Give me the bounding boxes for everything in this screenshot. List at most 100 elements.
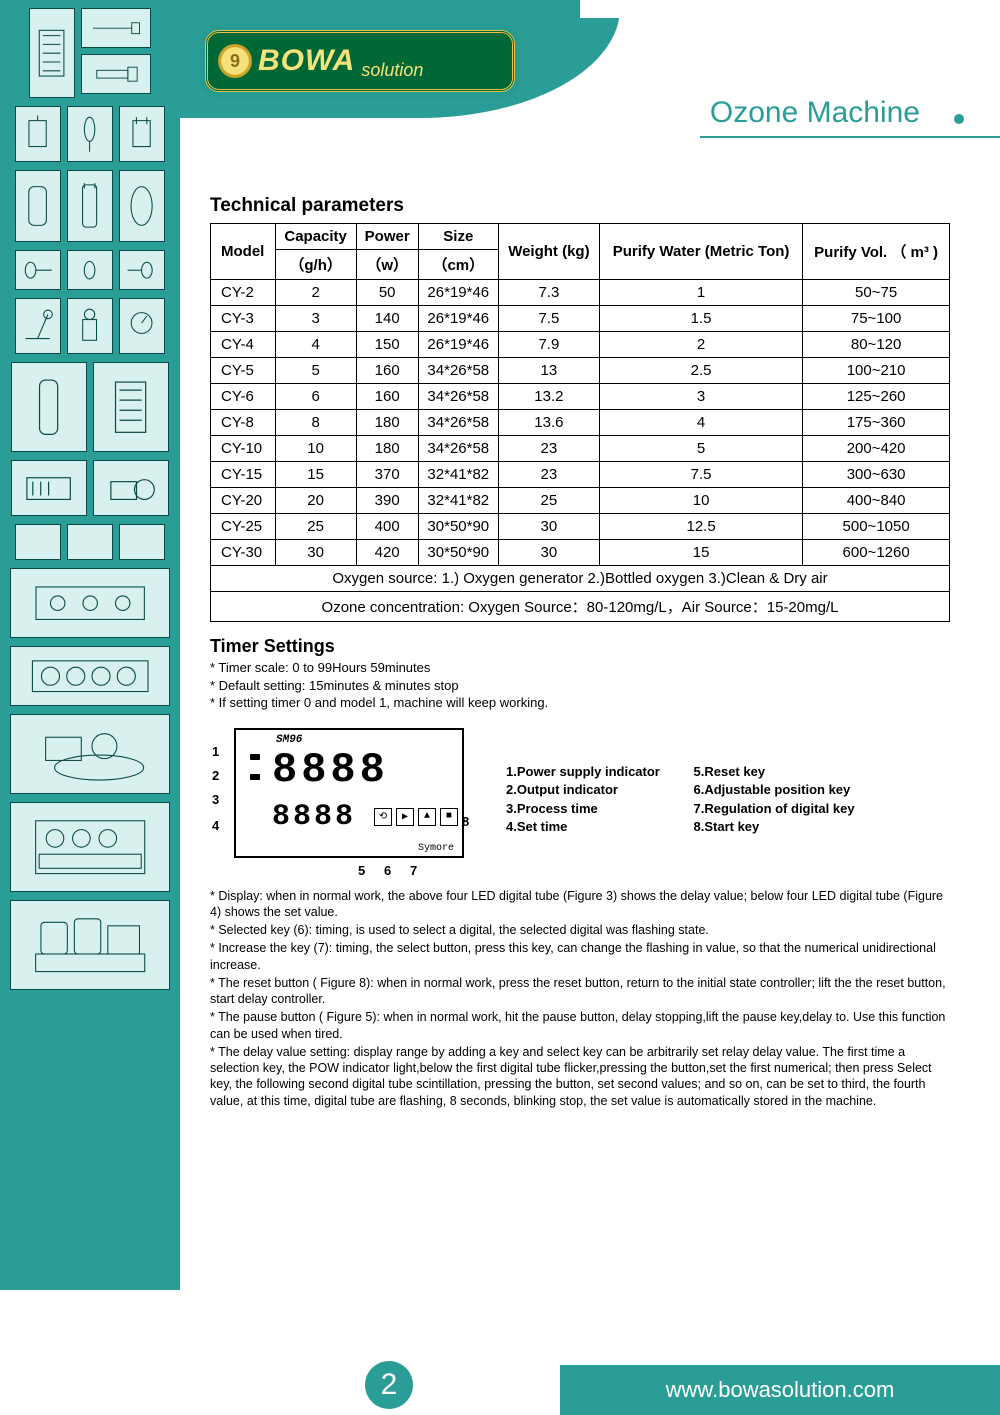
brand-logo: 9 BOWA solution <box>205 30 515 92</box>
cell: 1.5 <box>599 306 802 332</box>
thumb-rack-unit <box>10 802 170 892</box>
regulation-button-icon: ▲ <box>418 808 436 826</box>
cell: 10 <box>599 488 802 514</box>
timer-lcd-figure: 1 2 3 4 5 6 7 8 SM96 8888 8888 ⟲ ▶ ▲ <box>210 722 476 878</box>
cell: 75~100 <box>803 306 950 332</box>
sidebar-thumbnails <box>0 0 180 1290</box>
legend-item: 8.Start key <box>694 818 855 836</box>
cell: 13 <box>498 358 599 384</box>
legend-item: 5.Reset key <box>694 763 855 781</box>
cell: 30 <box>498 540 599 566</box>
timer-heading: Timer Settings <box>210 636 950 657</box>
title-dot-icon <box>954 114 964 124</box>
cell: 400 <box>356 514 418 540</box>
cell: 3 <box>275 306 356 332</box>
cell: 2.5 <box>599 358 802 384</box>
thumb-gauge <box>119 298 165 354</box>
title-underline <box>700 136 1000 138</box>
thumb-skid-unit <box>10 900 170 990</box>
table-row: CY-6616034*26*5813.23125~260 <box>211 384 950 410</box>
thumb-receiver <box>11 362 87 452</box>
lcd-process-time: 8888 <box>272 746 389 794</box>
legend-item: 6.Adjustable position key <box>694 781 855 799</box>
cell: 2 <box>599 332 802 358</box>
ozone-concentration-note: Ozone concentration: Oxygen Source：80-12… <box>211 592 950 622</box>
tech-params-heading: Technical parameters <box>210 195 950 217</box>
cell: 26*19*46 <box>418 280 498 306</box>
timer-bullet: * Timer scale: 0 to 99Hours 59minutes <box>210 659 950 677</box>
thumb-coupling-3 <box>119 250 165 290</box>
cell: 7.5 <box>498 306 599 332</box>
timer-note: * Selected key (6): timing, is used to s… <box>210 922 950 938</box>
cell: CY-15 <box>211 462 276 488</box>
table-row: CY-8818034*26*5813.64175~360 <box>211 410 950 436</box>
thumb-valve-1 <box>15 106 61 162</box>
cell: 50 <box>356 280 418 306</box>
timer-note: * The pause button ( Figure 5): when in … <box>210 1009 950 1042</box>
cell: 160 <box>356 384 418 410</box>
thumb-schematic-1 <box>15 524 61 560</box>
table-row: CY-252540030*50*903012.5500~1050 <box>211 514 950 540</box>
timer-bullet: * If setting timer 0 and model 1, machin… <box>210 694 950 712</box>
cell: 4 <box>275 332 356 358</box>
cell: 23 <box>498 462 599 488</box>
cell: CY-4 <box>211 332 276 358</box>
footer-url: www.bowasolution.com <box>560 1365 1000 1415</box>
cell: 500~1050 <box>803 514 950 540</box>
cell: 175~360 <box>803 410 950 436</box>
cell: 10 <box>275 436 356 462</box>
cell: 25 <box>275 514 356 540</box>
cell: 20 <box>275 488 356 514</box>
timer-note: * Display: when in normal work, the abov… <box>210 888 950 921</box>
cell: 6 <box>275 384 356 410</box>
thumb-unit-iso <box>11 460 87 516</box>
cell: 390 <box>356 488 418 514</box>
cell: 30 <box>498 514 599 540</box>
cell: CY-25 <box>211 514 276 540</box>
thumb-schematic-2 <box>67 524 113 560</box>
cell: 13.6 <box>498 410 599 436</box>
page-title: Ozone Machine <box>710 96 950 130</box>
cell: 300~630 <box>803 462 950 488</box>
cell: 200~420 <box>803 436 950 462</box>
col-model: Model <box>211 224 276 280</box>
legend-item: 2.Output indicator <box>506 781 660 799</box>
table-row: CY-151537032*41*82237.5300~630 <box>211 462 950 488</box>
cell: 26*19*46 <box>418 332 498 358</box>
cell: 140 <box>356 306 418 332</box>
timer-note: * The delay value setting: display range… <box>210 1044 950 1109</box>
table-row: CY-225026*19*467.3150~75 <box>211 280 950 306</box>
cell: 160 <box>356 358 418 384</box>
start-button-icon: ■ <box>440 808 458 826</box>
cell: 3 <box>599 384 802 410</box>
thumb-tank-2 <box>67 170 113 242</box>
cell: 180 <box>356 410 418 436</box>
cell: CY-3 <box>211 306 276 332</box>
cell: 7.3 <box>498 280 599 306</box>
col-size-unit: （cm） <box>418 250 498 280</box>
header-band <box>180 0 580 18</box>
timer-note: * Increase the key (7): timing, the sele… <box>210 940 950 973</box>
timer-bullet: * Default setting: 15minutes & minutes s… <box>210 677 950 695</box>
cell: 34*26*58 <box>418 358 498 384</box>
cell: 32*41*82 <box>418 488 498 514</box>
thumb-bracket <box>119 106 165 162</box>
thumb-schematic-3 <box>119 524 165 560</box>
cell: 600~1260 <box>803 540 950 566</box>
table-row: CY-101018034*26*58235200~420 <box>211 436 950 462</box>
brand-subtitle: solution <box>361 60 423 89</box>
cell: 15 <box>275 462 356 488</box>
thumb-chiller-unit <box>10 568 170 638</box>
thumb-sensor <box>67 106 113 162</box>
col-purify-vol: Purify Vol. （ m³ ) <box>803 224 950 280</box>
legend-item: 1.Power supply indicator <box>506 763 660 781</box>
cell: CY-6 <box>211 384 276 410</box>
lcd-set-time: 8888 <box>272 800 356 834</box>
thumb-tank-1 <box>15 170 61 242</box>
thumb-heat-exchanger <box>29 8 75 98</box>
cell: 34*26*58 <box>418 384 498 410</box>
cell: 2 <box>275 280 356 306</box>
cell: 13.2 <box>498 384 599 410</box>
thumb-fan-array <box>10 646 170 706</box>
cell: 30 <box>275 540 356 566</box>
